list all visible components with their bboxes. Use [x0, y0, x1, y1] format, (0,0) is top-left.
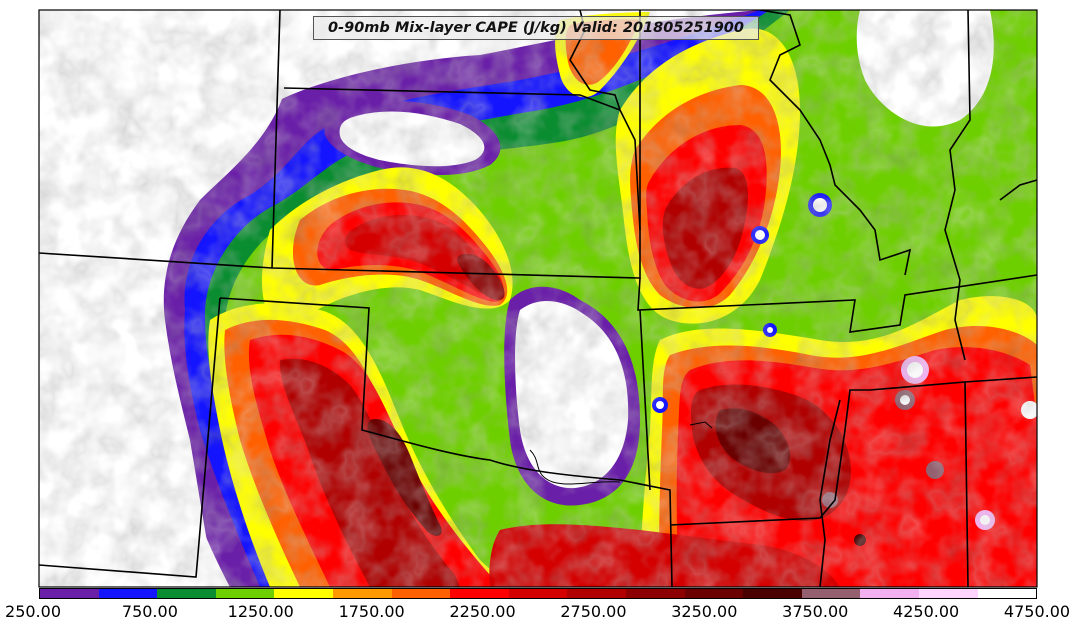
colorbar-swatch	[743, 589, 802, 598]
colorbar-swatch	[684, 589, 744, 598]
colorbar-tick-label: 4750.00	[1003, 602, 1071, 621]
colorbar-swatch	[918, 589, 978, 598]
colorbar-swatch	[157, 589, 216, 598]
colorbar-tick-label: 2750.00	[560, 602, 627, 621]
colorbar-swatch	[98, 589, 158, 598]
colorbar-swatch	[332, 589, 392, 598]
colorbar-swatch	[215, 589, 275, 598]
colorbar-tick-label: 3750.00	[782, 602, 849, 621]
colorbar-tick-label: 4250.00	[893, 602, 960, 621]
colorbar-swatch	[977, 589, 1037, 598]
colorbar-swatch	[40, 589, 99, 598]
colorbar-swatch	[801, 589, 861, 598]
plot-border	[38, 9, 1038, 588]
colorbar-swatch	[567, 589, 626, 598]
colorbar-swatch	[450, 589, 509, 598]
colorbar-tick-label: 1250.00	[227, 602, 294, 621]
colorbar-swatch	[625, 589, 685, 598]
colorbar-tick-label: 750.00	[121, 602, 178, 621]
colorbar-swatch	[274, 589, 333, 598]
map-title: 0-90mb Mix-layer CAPE (J/kg) Valid: 2018…	[313, 16, 759, 40]
colorbar-tick-label: 2250.00	[449, 602, 516, 621]
colorbar	[39, 588, 1037, 599]
colorbar-swatch	[860, 589, 919, 598]
colorbar-tick-label: 3250.00	[671, 602, 738, 621]
rivers	[529, 421, 713, 485]
colorbar-tick-label: 250.00	[5, 602, 61, 621]
cape-field	[39, 10, 1037, 587]
colorbar-swatch	[508, 589, 568, 598]
colorbar-tick-label: 1750.00	[338, 602, 405, 621]
colorbar-swatch	[391, 589, 451, 598]
state-boundaries	[39, 10, 1037, 587]
